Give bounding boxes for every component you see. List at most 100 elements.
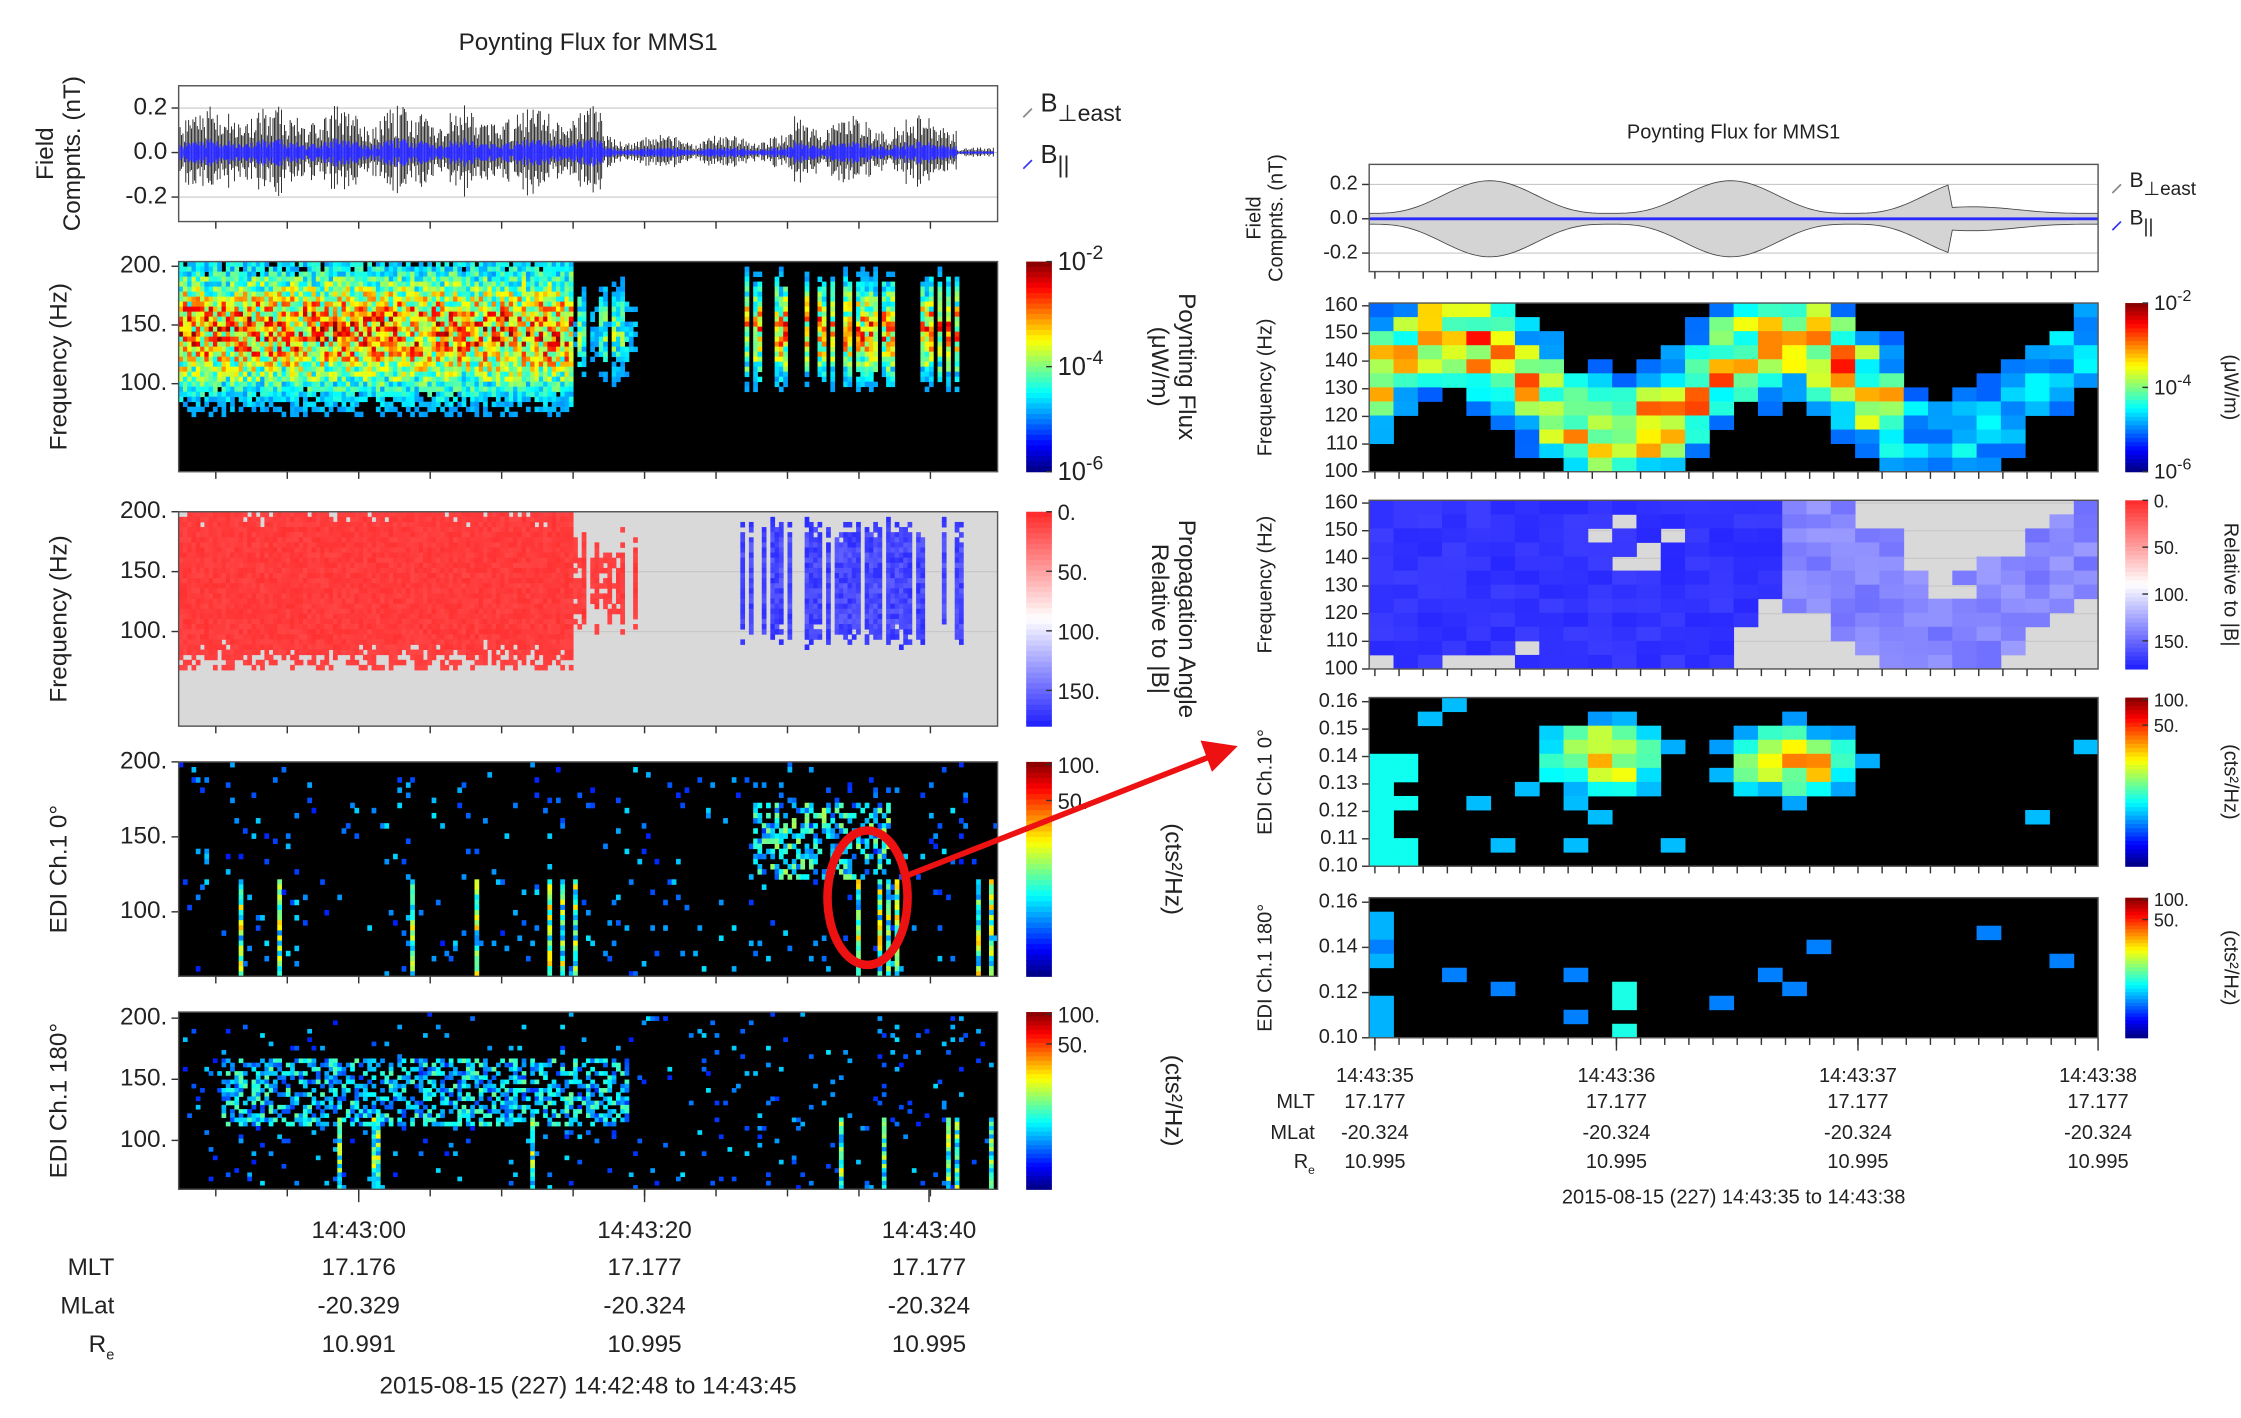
heatmap-cell (577, 302, 582, 307)
heatmap-cell (384, 332, 389, 337)
heatmap-cell (938, 312, 943, 317)
heatmap-cell (372, 352, 377, 357)
heatmap-cell (432, 337, 437, 342)
heatmap-cell (629, 347, 634, 352)
heatmap-cell (252, 342, 257, 347)
heatmap-cell (492, 282, 497, 287)
heatmap-cell (350, 402, 355, 407)
heatmap-cell (865, 367, 870, 372)
heatmap-cell (187, 599, 192, 605)
heatmap-cell (217, 362, 222, 367)
heatmap-cell (414, 327, 419, 332)
heatmap-cell (290, 407, 295, 412)
heatmap-cell (487, 312, 492, 317)
heatmap-cell (805, 367, 810, 372)
heatmap-cell (496, 352, 501, 357)
heatmap-cell (329, 312, 334, 317)
heatmap-cell (264, 357, 269, 362)
heatmap-cell (522, 387, 527, 392)
heatmap-cell (372, 292, 377, 297)
heatmap-cell (470, 267, 475, 272)
heatmap-cell (192, 272, 197, 277)
heatmap-cell (419, 352, 424, 357)
heatmap-cell (474, 307, 479, 312)
heatmap-cell (230, 629, 235, 635)
heatmap-cell (209, 609, 214, 615)
heatmap-cell (925, 307, 930, 312)
heatmap-cell (479, 282, 484, 287)
heatmap-cell (354, 277, 359, 282)
heatmap-cell (269, 392, 274, 397)
heatmap-cell (196, 352, 201, 357)
heatmap-cell (213, 639, 218, 645)
heatmap-cell (239, 322, 244, 327)
heatmap-cell (539, 277, 544, 282)
heatmap-cell (307, 372, 312, 377)
heatmap-cell (376, 277, 381, 282)
heatmap-cell (393, 277, 398, 282)
heatmap-cell (367, 282, 372, 287)
heatmap-cell (526, 272, 531, 277)
heatmap-cell (376, 347, 381, 352)
heatmap-cell (217, 522, 222, 528)
heatmap-cell (873, 347, 878, 352)
heatmap-cell (620, 302, 625, 307)
heatmap-cell (286, 302, 291, 307)
heatmap-cell (312, 282, 317, 287)
heatmap-cell (200, 347, 205, 352)
heatmap-cell (243, 382, 248, 387)
heatmap-cell (183, 367, 188, 372)
heatmap-cell (560, 367, 565, 372)
heatmap-cell (393, 302, 398, 307)
heatmap-cell (483, 377, 488, 382)
heatmap-cell (320, 277, 325, 282)
heatmap-cell (192, 307, 197, 312)
heatmap-cell (560, 262, 565, 267)
heatmap-cell (582, 362, 587, 367)
heatmap-cell (543, 282, 548, 287)
heatmap-cell (234, 542, 239, 548)
heatmap-cell (234, 337, 239, 342)
heatmap-cell (226, 387, 231, 392)
heatmap-cell (745, 357, 750, 362)
heatmap-cell (342, 277, 347, 282)
heatmap-cell (333, 387, 338, 392)
heatmap-cell (342, 312, 347, 317)
heatmap-cell (187, 563, 192, 569)
heatmap-cell (393, 327, 398, 332)
heatmap-cell (196, 583, 201, 589)
heatmap-cell (427, 392, 432, 397)
heatmap-cell (406, 287, 411, 292)
heatmap-cell (530, 357, 535, 362)
heatmap-cell (865, 322, 870, 327)
heatmap-cell (457, 362, 462, 367)
heatmap-cell (316, 337, 321, 342)
heatmap-cell (440, 302, 445, 307)
heatmap-cell (526, 322, 531, 327)
heatmap-cell (316, 362, 321, 367)
heatmap-cell (256, 332, 261, 337)
heatmap-cell (757, 282, 762, 287)
heatmap-cell (312, 367, 317, 372)
heatmap-cell (423, 327, 428, 332)
heatmap-cell (414, 367, 419, 372)
heatmap-cell (230, 382, 235, 387)
heatmap-cell (552, 377, 557, 382)
heatmap-cell (286, 287, 291, 292)
heatmap-cell (822, 307, 827, 312)
heatmap-cell (346, 272, 351, 277)
heatmap-cell (543, 387, 548, 392)
heatmap-cell (873, 292, 878, 297)
heatmap-cell (286, 297, 291, 302)
heatmap-cell (222, 332, 227, 337)
heatmap-cell (406, 307, 411, 312)
heatmap-cell (556, 397, 561, 402)
heatmap-cell (757, 272, 762, 277)
heatmap-cell (213, 517, 218, 523)
heatmap-cell (423, 282, 428, 287)
heatmap-cell (565, 312, 570, 317)
heatmap-cell (217, 297, 222, 302)
heatmap-cell (363, 332, 368, 337)
heatmap-cell (363, 287, 368, 292)
heatmap-cell (457, 382, 462, 387)
